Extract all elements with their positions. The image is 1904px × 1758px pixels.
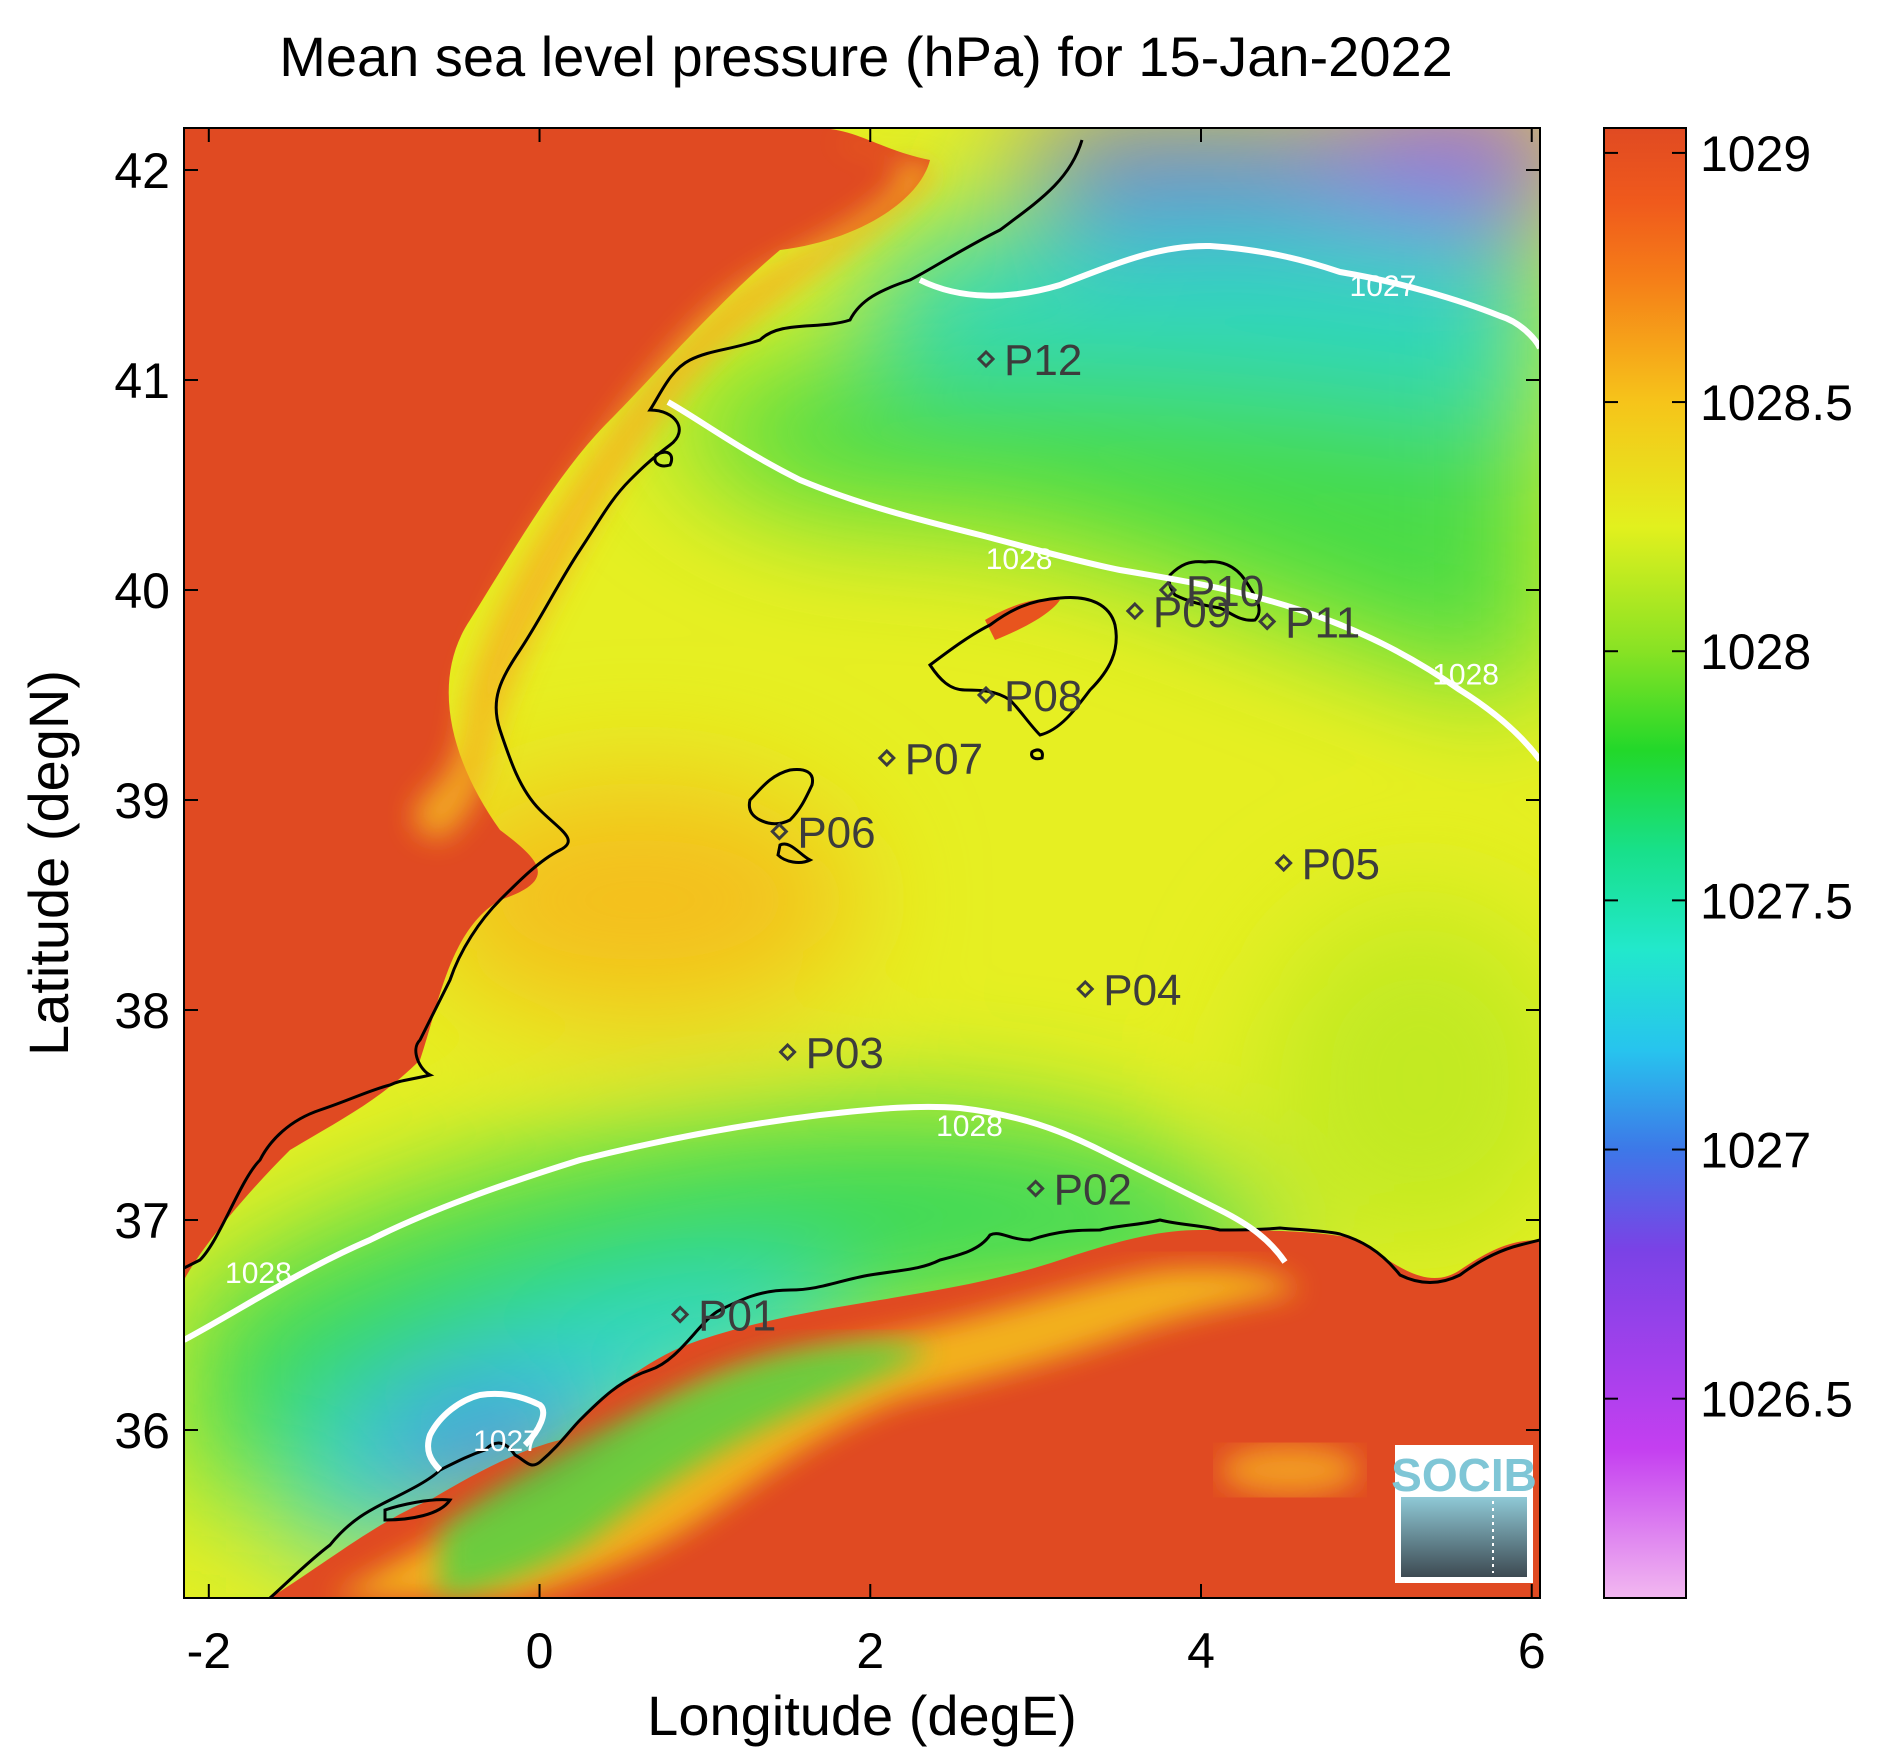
contour-label: 1028 [225,1257,292,1290]
east-yellowgreen [1260,900,1540,1260]
coastline-ibiza [747,768,815,826]
y-axis-label: Latitude (degN) [17,670,80,1056]
station-marker-icon [1125,601,1144,621]
colorbar-tick-label: 1027.5 [1700,873,1853,929]
coastline-cabrera [1030,748,1044,761]
contour-label: 1028 [936,1110,1003,1143]
station-p08: P08 [976,672,1082,721]
contour-label-layer: 1027 1028 1028 1028 1028 1027 [225,270,1499,1458]
contour-1028-north [666,399,1540,762]
northern-green-band [660,332,1540,700]
x-tick-label: -2 [187,1623,231,1679]
station-label: P05 [1302,840,1380,889]
land-iberia-fringe [414,140,940,840]
station-label: P02 [1054,1166,1132,1215]
station-p04: P04 [1076,966,1182,1015]
station-label: P03 [806,1029,884,1078]
contour-label: 1027 [1350,270,1417,303]
coastline-iberia [184,139,1084,1270]
station-p05: P05 [1274,840,1380,889]
station-marker-icon [770,822,789,841]
northern-cyan-band [866,210,1540,420]
station-p12: P12 [976,336,1082,385]
x-tick-label: 6 [1518,1623,1546,1679]
station-label: P06 [797,809,875,858]
contour-1027-south [425,1390,547,1473]
station-marker-icon [976,685,996,705]
land-africa-greenfringe [440,1342,930,1598]
contour-1028-south [184,1103,1288,1343]
africa-interior-highlight [1220,1445,1360,1495]
station-label: P12 [1004,336,1082,385]
x-tick-label: 4 [1187,1623,1215,1679]
station-label: P01 [698,1292,776,1341]
y-tick-label: 42 [114,143,170,199]
y-tick-label: 40 [114,563,170,619]
y-axis: 36 37 38 39 40 41 42 [114,143,1540,1459]
y-tick-label: 38 [114,983,170,1039]
colorbar-tick-label: 1028 [1700,624,1811,680]
station-label: P04 [1103,966,1181,1015]
station-p06: P06 [770,809,876,858]
station-p11: P11 [1258,599,1360,648]
station-marker-icon [976,349,996,369]
station-label: P10 [1186,567,1264,616]
contour-label: 1027 [473,1425,540,1458]
contour-1027-north [918,242,1540,350]
station-p01: P01 [670,1292,776,1341]
station-marker-icon [778,1042,797,1062]
x-axis-label: Longitude (degE) [647,1684,1077,1747]
pressure-contours [184,242,1540,1473]
land-iberia [184,128,930,1280]
coastline-formentera [776,842,814,864]
colorbar-tick-label: 1026.5 [1700,1372,1853,1428]
contour-label: 1028 [986,543,1053,576]
high-pressure-core [420,780,860,1020]
coastline-africa [268,1218,1540,1598]
contour-label: 1028 [1432,659,1499,692]
y-tick-label: 39 [114,773,170,829]
coastline-alboran [383,1498,453,1522]
station-marker-icon [1258,612,1277,631]
land-mallorca [985,598,1060,640]
colorbar-ticks: 1026.5 1027 1027.5 1028 1028.5 1029 [1604,126,1853,1428]
colorbar-bar [1603,127,1687,1599]
station-marker-icon [670,1305,690,1324]
colorbar-tick-label: 1028.5 [1700,375,1853,431]
map-title: Mean sea level pressure (hPa) for 15-Jan… [279,25,1453,88]
colorbar-tick-label: 1029 [1700,126,1811,182]
socib-logo-text: SOCIB [1391,1449,1537,1501]
socib-logo-image [1401,1497,1527,1577]
station-p07: P07 [877,735,983,784]
socib-logo: SOCIB [1391,1445,1537,1583]
y-tick-label: 37 [114,1193,170,1249]
y-tick-label: 41 [114,353,170,409]
station-p02: P02 [1026,1166,1132,1215]
plot-frame [183,127,1541,1599]
station-p03: P03 [778,1029,884,1078]
colorbar: 1026.5 1027 1027.5 1028 1028.5 1029 [1603,126,1853,1599]
plot-area: 1027 1028 1028 1028 1028 1027 P01 P02 P03 P04 P05… [184,128,1540,1598]
station-p10: P10 [1158,567,1264,616]
coastline-ebro-delta [653,450,674,468]
station-marker-icon [1274,853,1293,873]
station-marker-icon [1158,580,1178,600]
x-axis: -2 0 2 4 6 [187,128,1546,1679]
station-marker-icon [877,748,896,768]
coastline-menorca [1167,560,1261,622]
station-label: P07 [905,735,983,784]
x-tick-label: 0 [526,1623,554,1679]
station-label: P08 [1004,672,1082,721]
coastlines [184,139,1540,1598]
y-tick-label: 36 [114,1403,170,1459]
northeast-purple [1310,128,1540,210]
x-tick-label: 2 [856,1623,884,1679]
station-label: P11 [1285,599,1360,648]
colorbar-tick-label: 1027 [1700,1123,1811,1179]
station-marker-icon [1076,979,1095,999]
station-marker-icon [1026,1179,1045,1198]
